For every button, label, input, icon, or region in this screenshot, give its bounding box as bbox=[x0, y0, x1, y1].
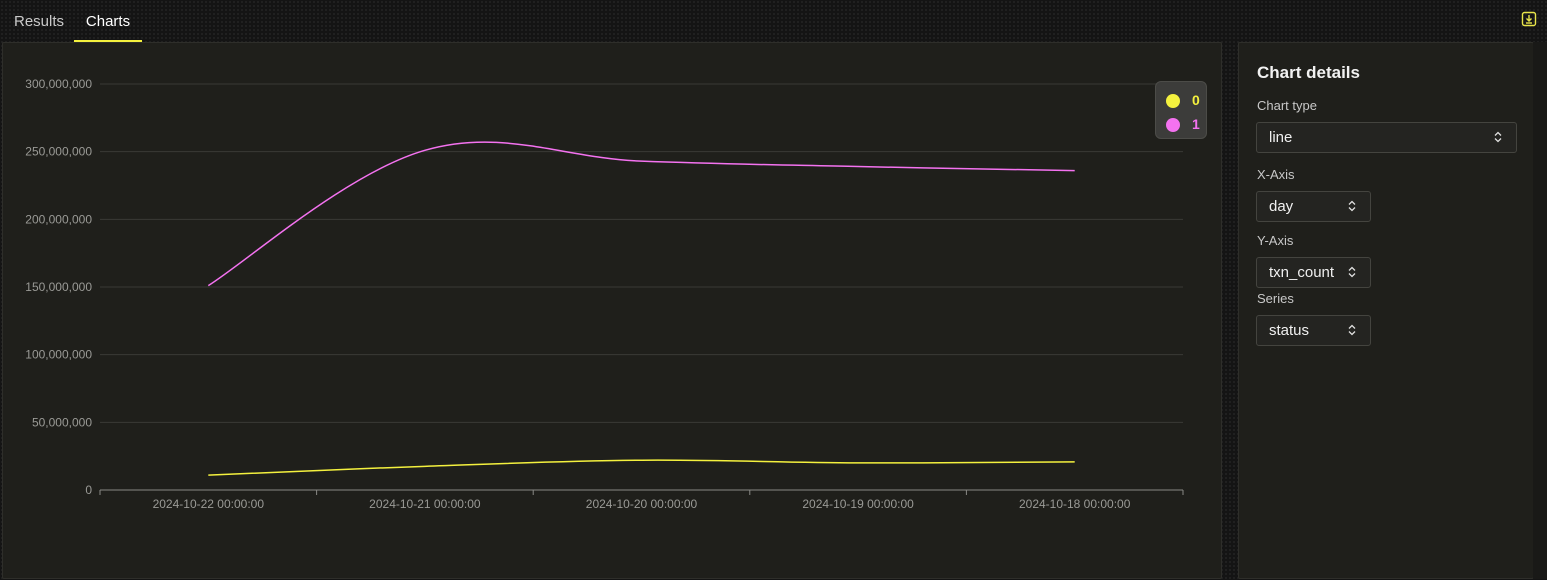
x-tick-label: 2024-10-19 00:00:00 bbox=[802, 497, 914, 511]
y-tick-label: 300,000,000 bbox=[25, 77, 92, 91]
legend-item-0[interactable]: 0 bbox=[1166, 91, 1206, 111]
legend-label-0: 0 bbox=[1192, 92, 1200, 108]
x-tick-label: 2024-10-21 00:00:00 bbox=[369, 497, 481, 511]
series-value: status bbox=[1269, 322, 1310, 339]
y-tick-label: 150,000,000 bbox=[25, 280, 92, 294]
y-tick-label: 0 bbox=[85, 483, 92, 497]
chevron-updown-icon bbox=[1348, 200, 1356, 212]
tab-results[interactable]: Results bbox=[14, 13, 65, 30]
x-axis-value: day bbox=[1269, 198, 1294, 215]
chevron-updown-icon bbox=[1348, 266, 1356, 278]
legend-label-1: 1 bbox=[1192, 116, 1200, 132]
x-tick-label: 2024-10-22 00:00:00 bbox=[153, 497, 265, 511]
legend-item-1[interactable]: 1 bbox=[1166, 115, 1206, 135]
x-axis-select[interactable]: day bbox=[1256, 191, 1371, 222]
y-axis-select[interactable]: txn_count bbox=[1256, 257, 1371, 288]
y-tick-label: 50,000,000 bbox=[32, 415, 92, 429]
y-tick-label: 100,000,000 bbox=[25, 348, 92, 362]
y-tick-label: 250,000,000 bbox=[25, 145, 92, 159]
y-axis-value: txn_count bbox=[1269, 264, 1335, 281]
series-select[interactable]: status bbox=[1256, 315, 1371, 346]
chart-details-title: Chart details bbox=[1257, 63, 1360, 82]
tab-charts[interactable]: Charts bbox=[74, 0, 142, 42]
chart-type-value: line bbox=[1269, 129, 1293, 146]
chart-legend: 0 1 bbox=[1155, 81, 1207, 139]
chart-details-panel: Chart details Chart type line X-Axis day… bbox=[1238, 42, 1534, 579]
chevron-updown-icon bbox=[1348, 324, 1356, 336]
x-axis-label: X-Axis bbox=[1257, 167, 1295, 182]
legend-dot-1 bbox=[1166, 118, 1180, 132]
details-scrollbar[interactable] bbox=[1533, 42, 1547, 579]
y-axis-label: Y-Axis bbox=[1257, 233, 1294, 248]
series-line-0 bbox=[208, 459, 1075, 476]
chart-type-label: Chart type bbox=[1257, 98, 1317, 113]
x-tick-label: 2024-10-20 00:00:00 bbox=[586, 497, 698, 511]
tab-bar: Results Charts bbox=[0, 0, 1547, 42]
chart-panel: 0 50,000,000 100,000,000 150,000,000 200,000… bbox=[2, 42, 1222, 579]
line-chart: 0 50,000,000 100,000,000 150,000,000 200,000… bbox=[25, 77, 1184, 511]
x-tick-label: 2024-10-18 00:00:00 bbox=[1019, 497, 1131, 511]
legend-dot-0 bbox=[1166, 94, 1180, 108]
chevron-updown-icon bbox=[1494, 131, 1502, 143]
y-tick-label: 200,000,000 bbox=[25, 212, 92, 226]
series-line-1 bbox=[207, 141, 1075, 287]
download-icon[interactable] bbox=[1521, 11, 1537, 27]
chart-type-select[interactable]: line bbox=[1256, 122, 1517, 153]
series-label: Series bbox=[1257, 291, 1294, 306]
